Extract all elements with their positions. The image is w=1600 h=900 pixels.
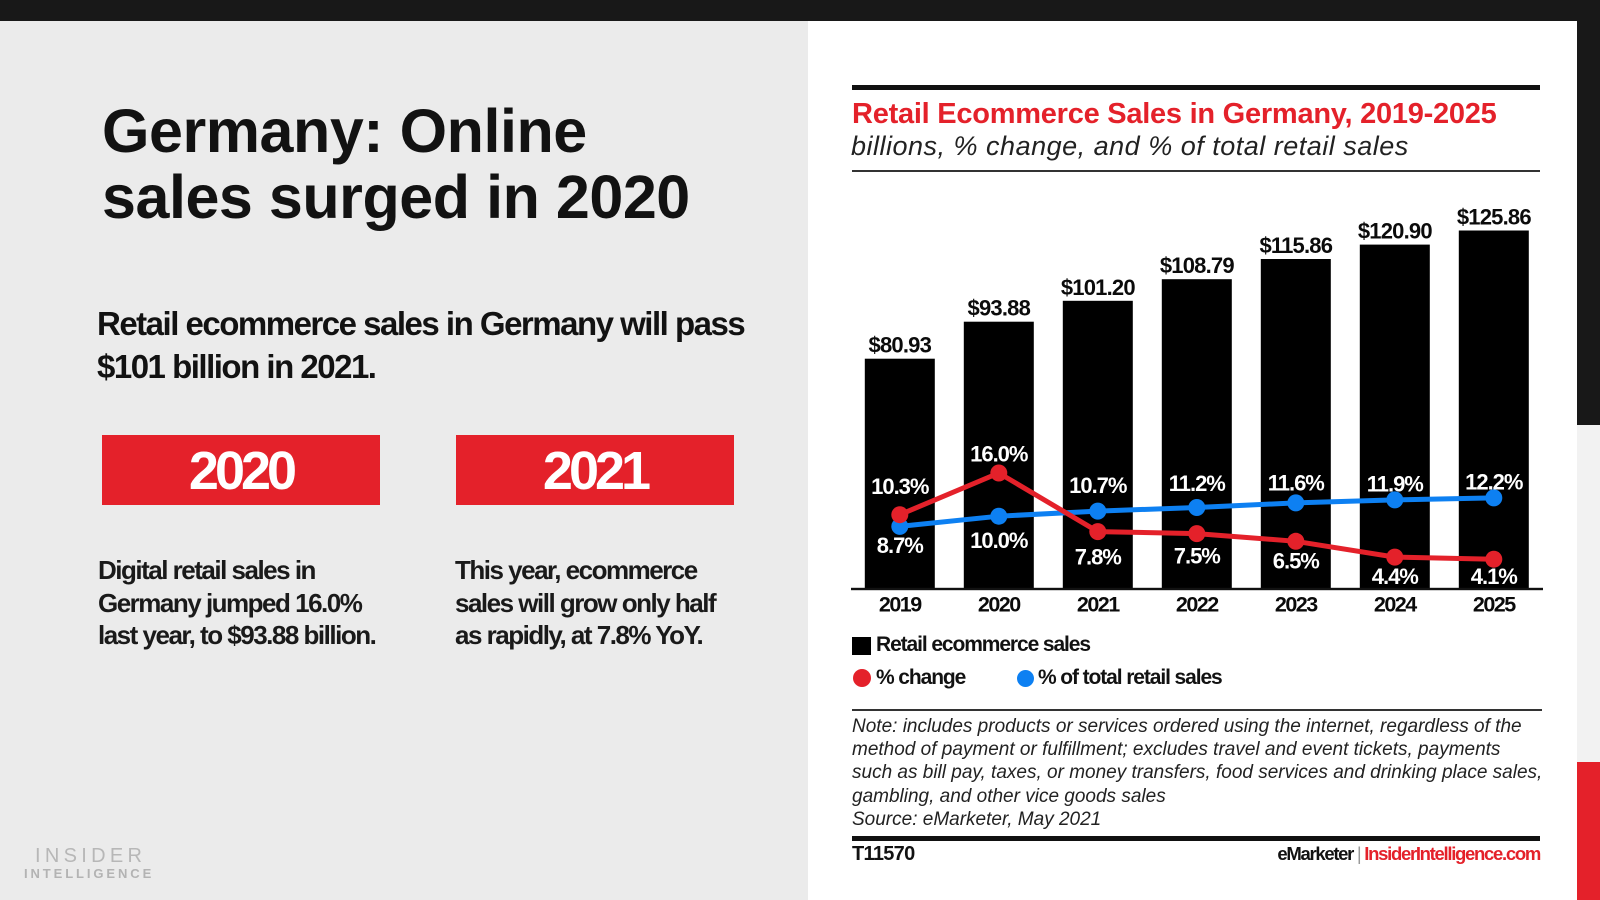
svg-text:$108.79: $108.79 (1160, 253, 1234, 278)
svg-text:4.4%: 4.4% (1372, 564, 1419, 589)
svg-text:2020: 2020 (978, 593, 1021, 617)
svg-text:2021: 2021 (1077, 593, 1120, 617)
svg-text:11.6%: 11.6% (1268, 471, 1325, 496)
svg-text:11.9%: 11.9% (1367, 472, 1424, 497)
svg-text:12.2%: 12.2% (1465, 470, 1523, 495)
svg-text:8.7%: 8.7% (877, 533, 924, 558)
svg-text:7.5%: 7.5% (1174, 544, 1221, 569)
svg-text:10.0%: 10.0% (970, 528, 1028, 553)
svg-text:$120.90: $120.90 (1358, 219, 1432, 244)
svg-text:2024: 2024 (1374, 593, 1417, 617)
svg-text:4.1%: 4.1% (1471, 564, 1518, 589)
svg-text:2025: 2025 (1473, 593, 1516, 617)
svg-text:10.7%: 10.7% (1069, 473, 1127, 498)
svg-text:11.2%: 11.2% (1169, 471, 1226, 496)
svg-text:10.3%: 10.3% (871, 474, 929, 499)
svg-text:7.8%: 7.8% (1075, 545, 1122, 570)
svg-text:2019: 2019 (879, 593, 922, 617)
svg-text:2023: 2023 (1275, 593, 1318, 617)
svg-text:$80.93: $80.93 (869, 333, 932, 358)
svg-text:$93.88: $93.88 (968, 296, 1031, 321)
svg-text:6.5%: 6.5% (1273, 549, 1320, 574)
svg-text:$125.86: $125.86 (1457, 205, 1531, 230)
svg-text:16.0%: 16.0% (970, 441, 1028, 466)
svg-text:2022: 2022 (1176, 593, 1219, 617)
svg-text:$101.20: $101.20 (1061, 275, 1135, 300)
svg-text:$115.86: $115.86 (1259, 233, 1332, 258)
